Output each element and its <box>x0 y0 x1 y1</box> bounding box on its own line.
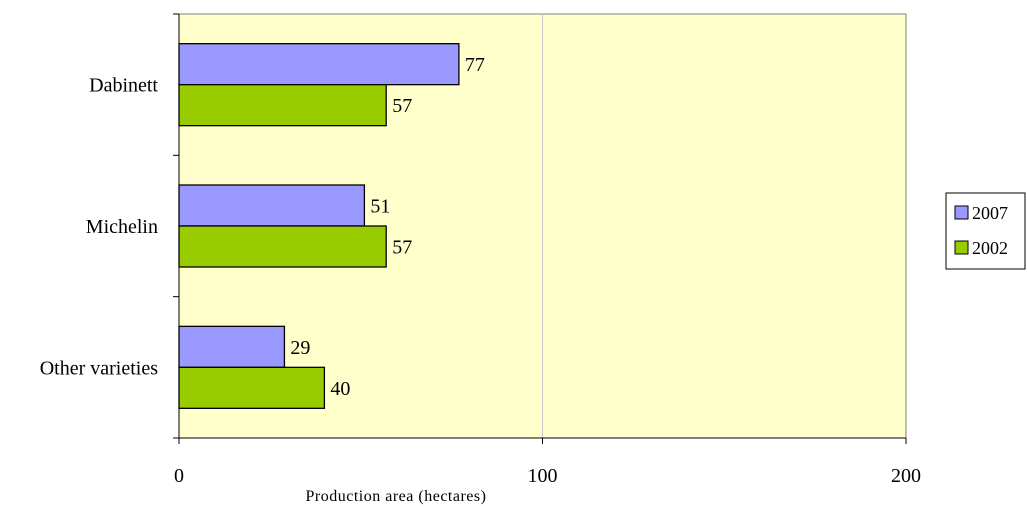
axes: 0 100 200 Dabinett Michelin Other varieties <box>40 13 921 487</box>
x-axis-title: Production area (hectares) <box>306 488 487 505</box>
bars <box>178 43 460 409</box>
legend-label: 2007 <box>972 203 1008 223</box>
bar-2002-michelin <box>178 225 387 268</box>
bar-2007-other-varieties <box>178 325 286 368</box>
data-label: 40 <box>330 378 350 400</box>
data-label: 77 <box>465 54 485 76</box>
y-category-label: Other varieties <box>40 357 158 379</box>
y-category-label: Dabinett <box>89 75 158 97</box>
data-label: 57 <box>392 95 412 117</box>
legend-label: 2002 <box>972 238 1008 258</box>
data-label: 29 <box>290 337 310 359</box>
x-tick-label: 0 <box>174 465 184 487</box>
y-category-label: Michelin <box>86 216 158 238</box>
bar-2007-dabinett <box>178 43 460 86</box>
bar-2007-michelin <box>178 184 366 227</box>
bar-2002-dabinett <box>178 84 387 127</box>
data-label: 57 <box>392 237 412 259</box>
legend-swatch <box>954 205 969 220</box>
x-tick-label: 200 <box>891 465 921 487</box>
legend-swatch <box>954 240 969 255</box>
legend: 2007 2002 <box>945 192 1026 270</box>
bar-2002-other-varieties <box>178 366 326 409</box>
x-tick-label: 100 <box>528 465 558 487</box>
data-label: 51 <box>370 196 390 218</box>
